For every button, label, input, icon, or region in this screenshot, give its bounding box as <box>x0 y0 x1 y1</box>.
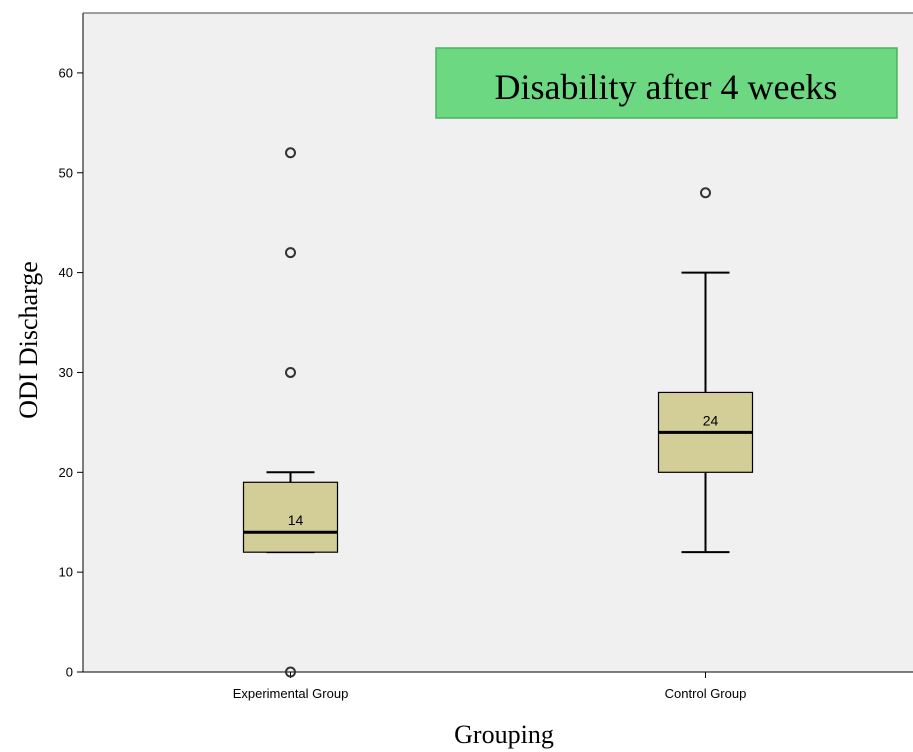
y-tick-label: 50 <box>59 165 73 180</box>
outlier-point <box>285 247 296 259</box>
outlier-point <box>700 187 711 199</box>
plot-area <box>83 13 913 672</box>
iqr-box <box>242 481 339 553</box>
x-axis-title: Grouping <box>454 720 554 749</box>
title-box <box>435 47 898 119</box>
box-group: 14 <box>242 147 339 678</box>
median-label: 14 <box>288 512 304 528</box>
y-tick-label: 60 <box>59 65 73 80</box>
outlier-point <box>285 147 296 159</box>
outlier-point <box>285 366 296 378</box>
y-tick-label: 0 <box>66 665 73 680</box>
x-ticks: Experimental Group Control Group <box>233 672 747 701</box>
outlier-point <box>285 666 296 678</box>
y-ticks: 0 10 20 30 40 50 60 <box>59 65 83 680</box>
y-tick-label: 10 <box>59 565 73 580</box>
y-tick-label: 20 <box>59 465 73 480</box>
chart-title-text: Disability after 4 weeks <box>495 67 838 107</box>
boxes: 14 24 <box>242 147 754 678</box>
chart-title: Disability after 4 weeks <box>435 47 898 119</box>
median-label: 24 <box>703 412 719 428</box>
x-category-label: Control Group <box>665 686 747 701</box>
box-group: 24 <box>657 187 754 554</box>
y-tick-label: 40 <box>59 265 73 280</box>
x-category-label: Experimental Group <box>233 686 349 701</box>
y-axis-title: ODI Discharge <box>14 261 43 419</box>
y-tick-label: 30 <box>59 365 73 380</box>
